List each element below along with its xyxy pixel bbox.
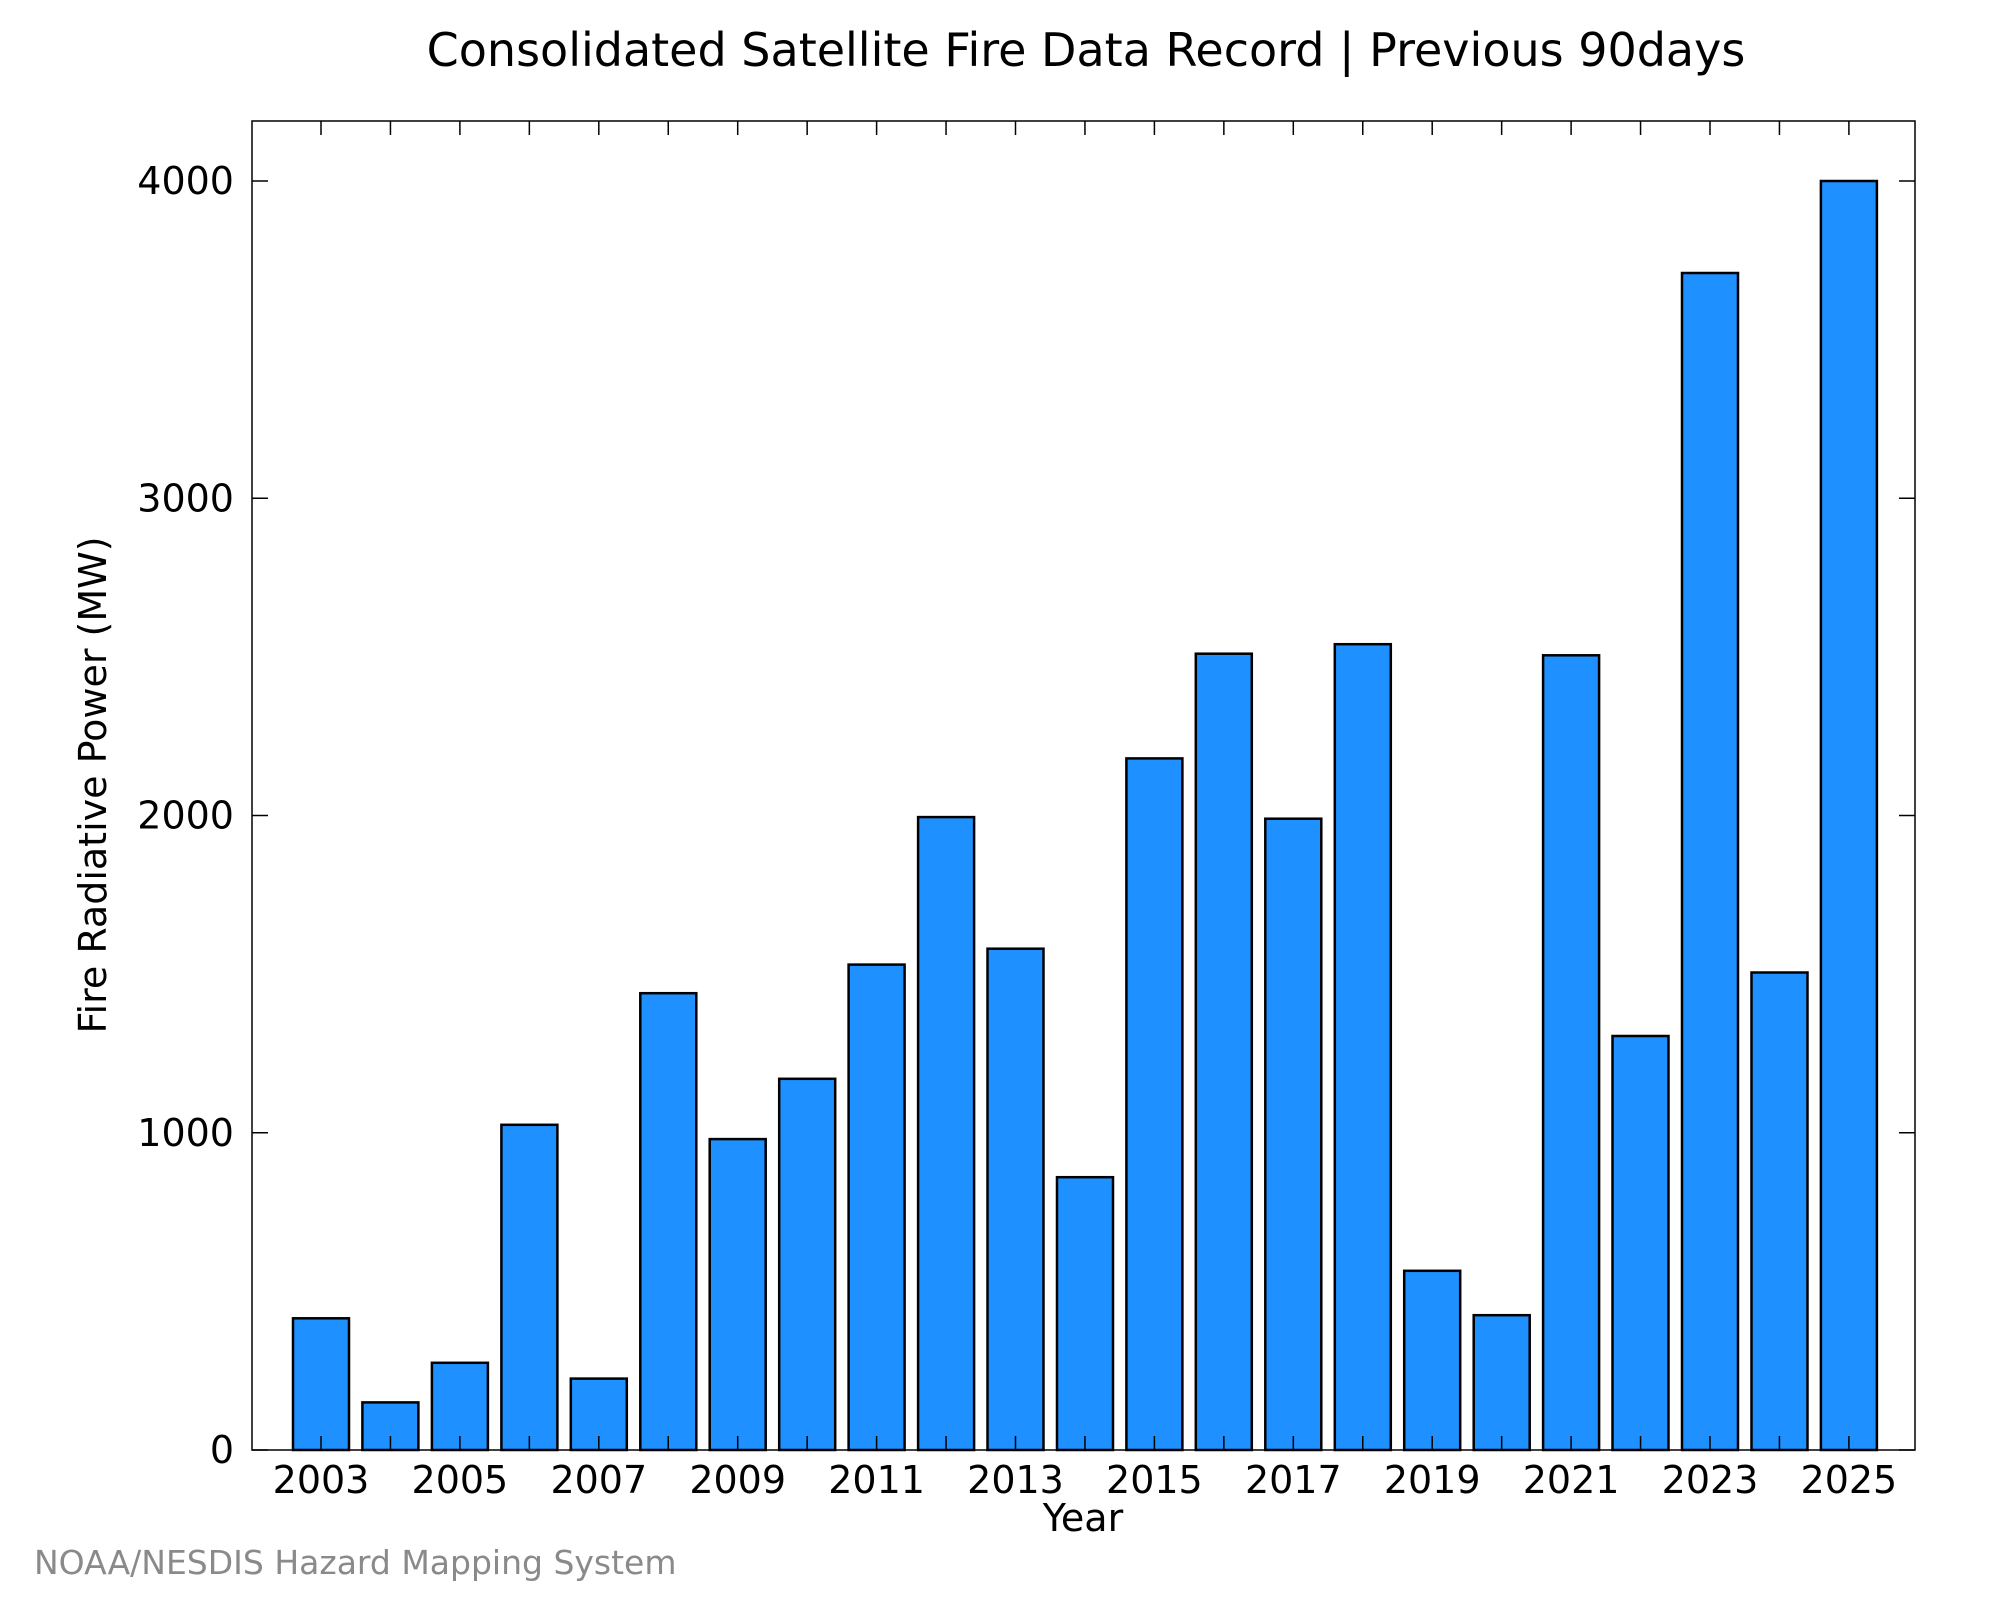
x-tick-label-2003: 2003 xyxy=(273,1458,370,1502)
bar-2019 xyxy=(1402,1269,1462,1452)
x-tick-label-2023: 2023 xyxy=(1662,1458,1759,1502)
x-tick-label-2013: 2013 xyxy=(967,1458,1064,1502)
y-tick-label-4000: 4000 xyxy=(137,159,234,203)
y-tick-label-0: 0 xyxy=(210,1428,234,1472)
bar-2003 xyxy=(291,1317,351,1452)
x-tick-label-2017: 2017 xyxy=(1245,1458,1342,1502)
bar-2008 xyxy=(639,991,698,1452)
bar-2013 xyxy=(986,947,1045,1452)
x-tick-label-2015: 2015 xyxy=(1106,1458,1203,1502)
x-tick-label-2007: 2007 xyxy=(550,1458,647,1502)
bar-2021 xyxy=(1541,654,1601,1452)
bar-2022 xyxy=(1611,1034,1670,1452)
bar-2014 xyxy=(1055,1175,1115,1452)
bar-2015 xyxy=(1125,757,1184,1452)
bar-2012 xyxy=(916,815,976,1452)
bar-2023 xyxy=(1680,271,1740,1452)
plot-frame xyxy=(251,120,1916,1451)
bar-2024 xyxy=(1750,971,1809,1452)
x-tick-label-2021: 2021 xyxy=(1523,1458,1620,1502)
x-tick-label-2009: 2009 xyxy=(689,1458,786,1502)
y-axis-label: Fire Radiative Power (MW) xyxy=(71,536,115,1033)
x-tick-label-2025: 2025 xyxy=(1801,1458,1898,1502)
bar-2025 xyxy=(1819,179,1879,1452)
x-tick-label-2011: 2011 xyxy=(828,1458,925,1502)
chart-title: Consolidated Satellite Fire Data Record … xyxy=(427,23,1746,78)
bars-group xyxy=(291,179,1879,1452)
ticks-group: 2003 2005 2007 2009 2011 2013 2015 2017 2019 2021… xyxy=(137,121,1915,1502)
bar-2020 xyxy=(1472,1313,1531,1452)
bar-2009 xyxy=(708,1137,767,1452)
credit-text: NOAA/NESDIS Hazard Mapping System xyxy=(34,1543,677,1582)
bar-2010 xyxy=(777,1077,837,1452)
y-tick-label-3000: 3000 xyxy=(137,476,234,520)
bar-2018 xyxy=(1333,642,1393,1452)
y-tick-label-1000: 1000 xyxy=(137,1111,234,1155)
x-axis-label: Year xyxy=(1042,1496,1124,1540)
x-tick-label-2005: 2005 xyxy=(412,1458,509,1502)
bar-2006 xyxy=(500,1123,559,1452)
bar-2017 xyxy=(1264,817,1323,1452)
y-tick-label-2000: 2000 xyxy=(137,794,234,838)
x-tick-label-2019: 2019 xyxy=(1384,1458,1481,1502)
bar-2016 xyxy=(1194,652,1254,1452)
bar-2011 xyxy=(847,963,906,1452)
